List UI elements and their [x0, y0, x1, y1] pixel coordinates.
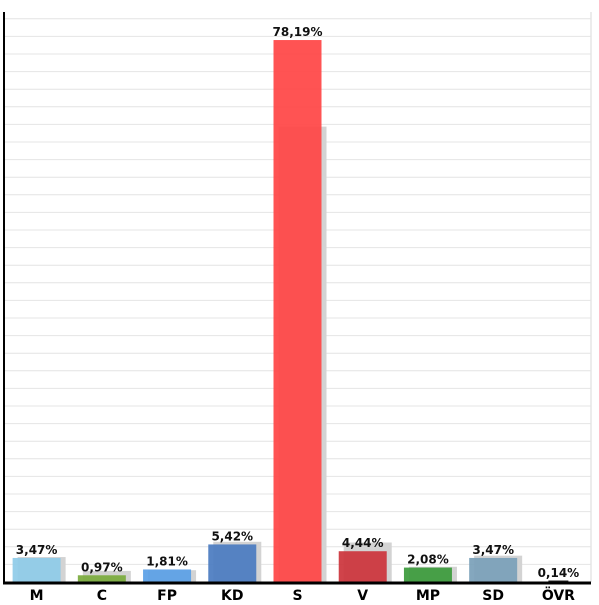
value-label: 2,08% [407, 553, 449, 567]
value-label: 3,47% [472, 543, 514, 557]
bar-övr [548, 580, 569, 582]
bar-fp [143, 569, 192, 582]
value-label: 4,44% [342, 536, 384, 550]
bar-mp [403, 567, 452, 582]
value-label: 5,42% [211, 529, 253, 543]
category-label: KD [221, 588, 243, 604]
category-label: M [30, 588, 44, 604]
value-label: 78,19% [273, 25, 323, 39]
value-label: 0,14% [538, 566, 580, 580]
category-label: SD [482, 588, 504, 604]
category-label: V [357, 588, 368, 604]
category-label: FP [157, 588, 177, 604]
value-label: 1,81% [146, 554, 188, 568]
bar-sd [469, 557, 518, 582]
category-label: MP [416, 588, 440, 604]
bar-m [12, 557, 61, 582]
value-label: 0,97% [81, 560, 123, 574]
category-label: ÖVR [542, 586, 575, 604]
bar-v [338, 551, 387, 582]
bar-s [273, 40, 322, 583]
category-label: C [97, 588, 107, 604]
bar-c [77, 575, 126, 582]
bar-kd [208, 544, 257, 582]
value-label: 3,47% [16, 543, 58, 557]
category-label: S [292, 588, 302, 604]
